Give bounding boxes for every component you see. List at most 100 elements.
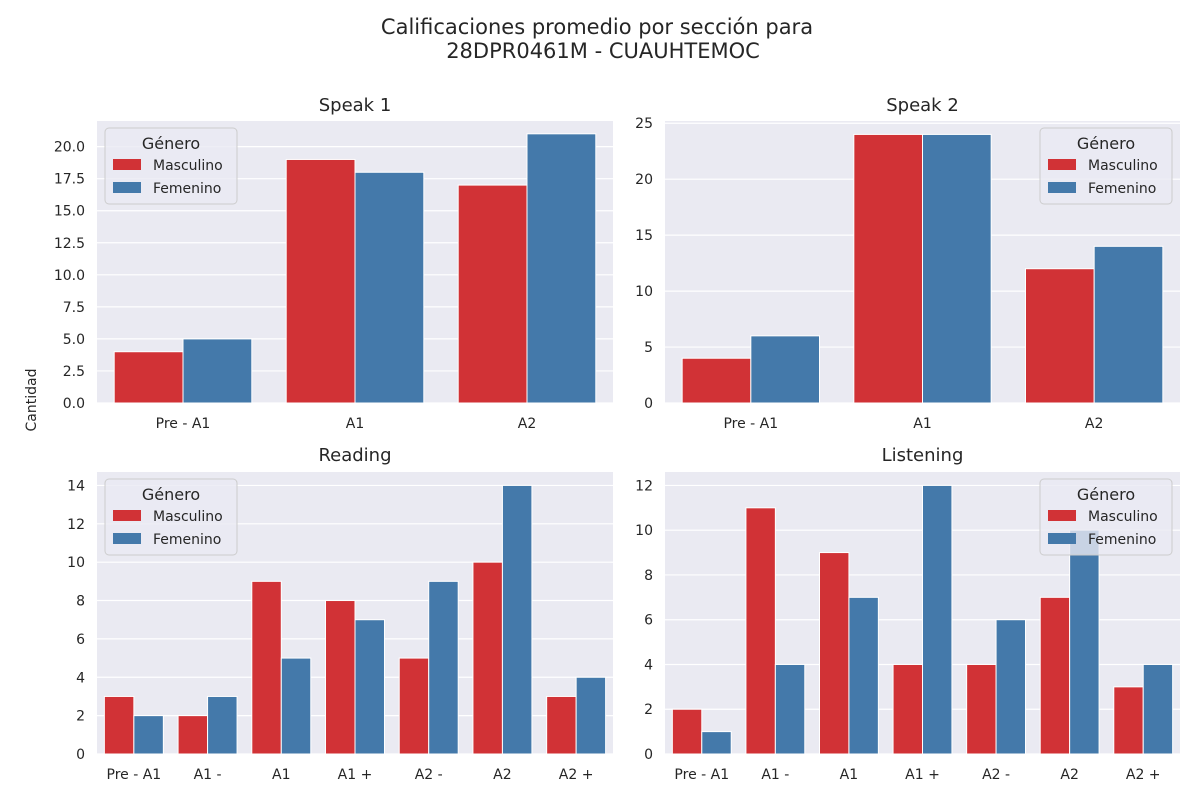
bar-masculino (103, 695, 135, 755)
x-tick-label: A1 + (338, 767, 373, 783)
bar-masculino (177, 715, 209, 755)
x-tick-label: A1 (840, 767, 858, 783)
panel-title: Speak 2 (886, 95, 959, 116)
y-tick-label: 8 (76, 594, 85, 610)
bar-femenino (526, 133, 597, 404)
y-tick-label: 17.5 (54, 172, 85, 188)
bar-femenino (354, 171, 425, 404)
bar-masculino (325, 600, 356, 755)
shared-y-axis-label: Cantidad (24, 369, 40, 432)
bar-masculino (681, 357, 752, 404)
bar-masculino (671, 708, 703, 755)
bar-masculino (251, 580, 282, 755)
bar-femenino (750, 335, 820, 404)
legend-entry: Femenino (1088, 532, 1156, 548)
y-tick-label: 6 (76, 632, 85, 648)
bar-masculino (398, 657, 430, 755)
legend: Género Masculino Femenino (104, 478, 238, 556)
y-tick-label: 5 (644, 340, 653, 356)
bar-femenino (280, 657, 312, 755)
bar-femenino (1069, 529, 1100, 755)
bar-masculino (892, 663, 923, 755)
legend: Género Masculino Femenino (1039, 478, 1173, 556)
legend-swatch-femenino (1048, 533, 1076, 544)
y-tick-label: 0 (644, 396, 653, 412)
panel-3: 0 2 4 6 8 10 12 14 Pre - A1 A1 - A1 A1 + A2 - A2 A2 + R… (67, 445, 613, 783)
bar-femenino (922, 484, 953, 755)
panel-title: Speak 1 (319, 95, 392, 116)
legend-title: Género (1077, 134, 1135, 153)
y-tick-label: 20 (635, 172, 653, 188)
legend-entry: Masculino (1088, 509, 1158, 525)
y-tick-label: 12 (67, 517, 85, 533)
y-tick-label: 6 (644, 613, 653, 629)
legend-swatch-masculino (1048, 510, 1076, 521)
legend-entry: Femenino (153, 532, 221, 548)
x-tick-label: Pre - A1 (723, 416, 778, 432)
bar-femenino (354, 619, 385, 755)
x-tick-label: A1 + (905, 767, 940, 783)
bar-masculino (819, 552, 850, 755)
legend-title: Género (142, 134, 200, 153)
panel-title: Listening (882, 445, 964, 466)
x-tick-label: A1 (913, 416, 931, 432)
y-tick-label: 15.0 (54, 204, 85, 220)
y-tick-label: 10 (635, 284, 653, 300)
x-tick-label: A2 - (415, 767, 443, 783)
bar-femenino (428, 580, 459, 755)
y-tick-label: 2.5 (63, 364, 85, 380)
bar-femenino (1142, 663, 1174, 755)
y-tick-label: 0 (76, 747, 85, 763)
bar-masculino (1113, 686, 1144, 755)
legend-entry: Femenino (1088, 181, 1156, 197)
panel-4: 0 2 4 6 8 10 12 Pre - A1 A1 - A1 A1 + A2 - A2 A2 + Lis… (635, 445, 1180, 783)
bar-masculino (285, 158, 356, 404)
bar-femenino (922, 133, 992, 404)
y-tick-label: 0 (644, 747, 653, 763)
y-tick-label: 15 (635, 228, 653, 244)
legend: Género Masculino Femenino (104, 127, 238, 205)
bar-femenino (848, 596, 879, 755)
y-tick-label: 10.0 (54, 268, 85, 284)
x-tick-label: A2 - (982, 767, 1010, 783)
x-tick-label: A2 (518, 416, 536, 432)
y-tick-label: 4 (76, 670, 85, 686)
legend-swatch-masculino (1048, 159, 1076, 170)
x-tick-label: A2 + (1126, 767, 1161, 783)
legend-swatch-femenino (113, 533, 141, 544)
legend-entry: Masculino (153, 509, 223, 525)
panel-2: 0 5 10 15 20 25 Pre - A1 A1 A2 Speak 2 Género Mascu… (635, 95, 1180, 432)
legend-title: Género (142, 485, 200, 504)
x-tick-label: Pre - A1 (156, 416, 211, 432)
y-tick-label: 25 (635, 116, 653, 132)
legend-swatch-femenino (113, 182, 141, 193)
x-tick-label: Pre - A1 (674, 767, 729, 783)
legend-title: Género (1077, 485, 1135, 504)
legend-entry: Masculino (153, 158, 223, 174)
bar-masculino (472, 561, 503, 755)
x-tick-label: A2 (1060, 767, 1078, 783)
y-tick-label: 20.0 (54, 140, 85, 156)
bar-masculino (966, 663, 997, 755)
y-tick-label: 0.0 (63, 396, 85, 412)
bar-femenino (133, 715, 164, 755)
bar-femenino (207, 695, 238, 755)
bar-femenino (995, 619, 1026, 755)
x-tick-label: A1 - (761, 767, 789, 783)
bar-masculino (457, 184, 528, 404)
bar-femenino (1093, 245, 1164, 404)
legend-swatch-masculino (113, 159, 141, 170)
y-tick-label: 4 (644, 657, 653, 673)
x-tick-label: Pre - A1 (107, 767, 162, 783)
y-tick-label: 2 (76, 709, 85, 725)
x-tick-label: A1 - (194, 767, 222, 783)
legend-entry: Femenino (153, 181, 221, 197)
bar-femenino (774, 663, 806, 755)
y-tick-label: 7.5 (63, 300, 85, 316)
legend-swatch-femenino (1048, 182, 1076, 193)
figure-title-line-1: Calificaciones promedio por sección para (381, 15, 813, 39)
y-tick-label: 14 (67, 478, 85, 494)
y-tick-label: 12 (635, 478, 653, 494)
bar-femenino (501, 484, 533, 755)
